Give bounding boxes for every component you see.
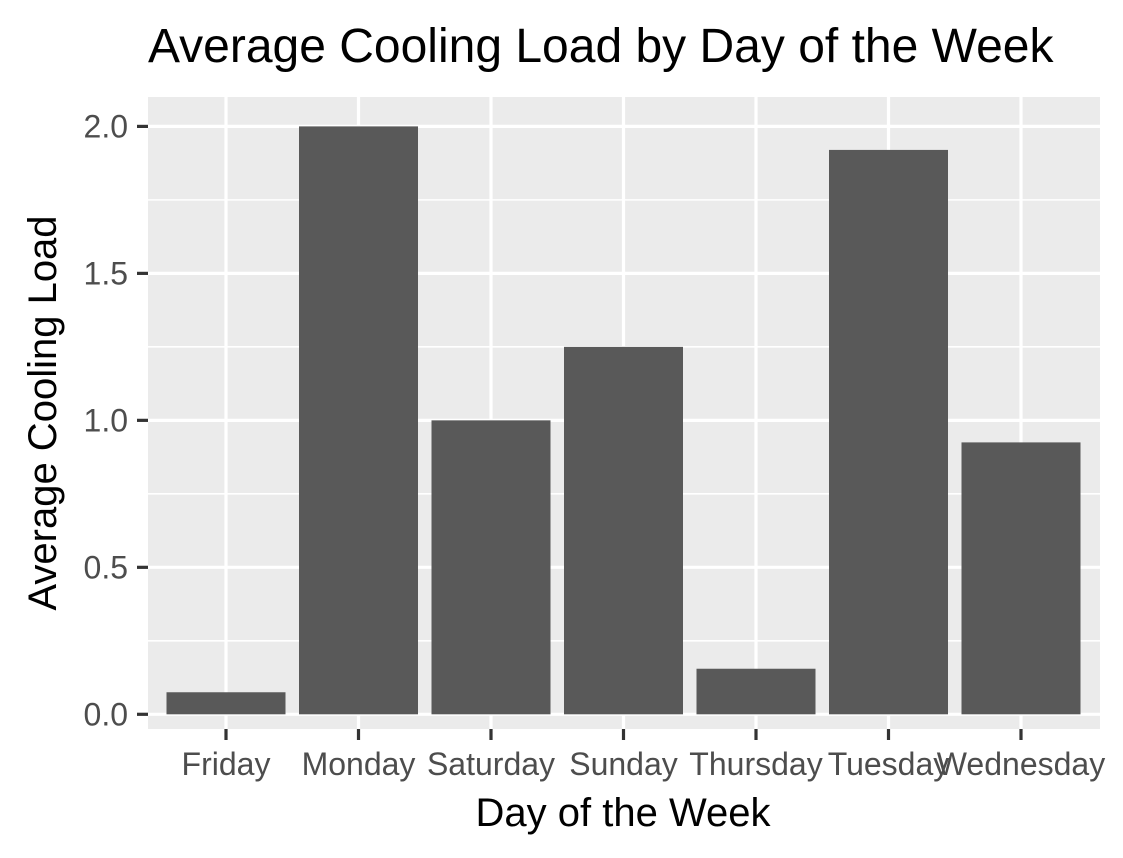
y-tick-label: 1.0 <box>84 402 128 438</box>
bar-wednesday <box>961 442 1081 715</box>
x-tick-label: Wednesday <box>937 746 1105 782</box>
y-tick-label: 0.0 <box>84 696 128 732</box>
bar-friday <box>166 692 286 715</box>
chart-title: Average Cooling Load by Day of the Week <box>148 20 1054 73</box>
x-tick-label: Saturday <box>427 746 555 782</box>
x-tick-label: Tuesday <box>828 746 950 782</box>
x-tick-label: Monday <box>302 746 416 782</box>
x-tick-label: Thursday <box>689 746 822 782</box>
bar-sunday <box>564 346 683 715</box>
bar-saturday <box>431 420 551 715</box>
bar-thursday <box>696 668 816 715</box>
bar-monday <box>299 126 418 715</box>
y-axis-title: Average Cooling Load <box>21 215 65 610</box>
y-tick-label: 1.5 <box>84 255 128 291</box>
y-axis: 0.0 0.5 1.0 1.5 2.0 <box>84 108 148 732</box>
x-axis-title: Day of the Week <box>476 791 772 835</box>
x-tick-label: Sunday <box>569 746 678 782</box>
bars <box>166 126 1081 715</box>
y-tick-label: 2.0 <box>84 108 128 144</box>
y-tick-label: 0.5 <box>84 549 128 585</box>
x-tick-label: Friday <box>182 746 271 782</box>
x-axis: Friday Monday Saturday Sunday Thursday Tuesda… <box>182 729 1105 782</box>
bar-tuesday <box>829 149 948 715</box>
